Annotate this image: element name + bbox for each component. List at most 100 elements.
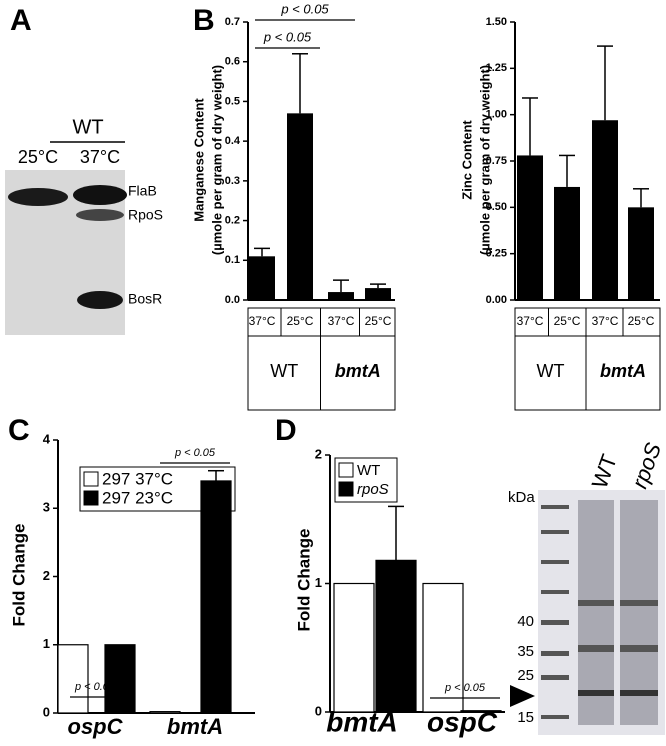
marker-band <box>541 651 569 656</box>
category-table <box>514 307 661 411</box>
sample-band <box>620 600 658 606</box>
significance-label: p < 0.05 <box>74 681 116 693</box>
x-tick-label: 37°C <box>328 314 355 328</box>
sample-band <box>578 645 614 652</box>
bar <box>104 644 136 714</box>
marker-band <box>541 620 569 625</box>
x-tick-label: bmtA <box>326 706 398 737</box>
marker-label: 40 <box>517 613 534 630</box>
significance-label: p < 0.05 <box>280 1 329 16</box>
bar <box>554 186 580 300</box>
significance-label: p < 0.05 <box>444 682 486 694</box>
sample-band <box>620 690 658 696</box>
group-label: WT <box>537 361 565 381</box>
band-label: FlaB <box>128 183 157 199</box>
x-tick-label: 25°C <box>628 314 655 328</box>
y-axis-label: Fold Change <box>9 524 28 627</box>
y-tick-label: 0.0 <box>225 294 240 306</box>
gel-lane-label: WT <box>587 451 622 492</box>
panel-label: C <box>8 414 30 447</box>
legend-label: 297 37°C <box>102 469 173 488</box>
bar <box>628 207 654 300</box>
marker-band <box>541 590 569 594</box>
bar <box>287 113 313 300</box>
y-tick-label: 1 <box>315 575 322 590</box>
y-tick-label: 1.00 <box>486 109 507 121</box>
band <box>77 291 123 309</box>
y-tick-label: 0.3 <box>225 175 240 187</box>
bar <box>200 480 232 714</box>
group-label: WT <box>270 361 298 381</box>
x-tick-label: bmtA <box>167 714 223 739</box>
y-tick-label: 1.25 <box>486 62 507 74</box>
lane <box>620 500 658 725</box>
gel-unit: kDa <box>508 489 535 506</box>
y-tick-label: 2 <box>43 568 50 583</box>
y-tick-label: 0 <box>315 703 322 718</box>
y-tick-label: 0.1 <box>225 254 240 266</box>
sample-band <box>578 600 614 606</box>
y-tick-label: 0.2 <box>225 214 240 226</box>
y-tick-label: 0.4 <box>225 135 241 147</box>
bar <box>517 155 543 300</box>
group-label: bmtA <box>335 361 381 381</box>
bar <box>422 582 464 713</box>
significance-label: p < 0.05 <box>263 29 312 44</box>
category-table <box>247 307 396 411</box>
legend-swatch <box>83 490 99 506</box>
sample-band <box>620 645 658 652</box>
legend-swatch <box>338 462 354 478</box>
legend-label: 297 23°C <box>102 488 173 507</box>
band-label: BosR <box>128 291 162 307</box>
arrowhead <box>510 685 535 707</box>
lane-label: 25°C <box>18 147 58 167</box>
x-tick-label: 37°C <box>517 314 544 328</box>
marker-label: 15 <box>517 709 534 726</box>
x-tick-label: 37°C <box>592 314 619 328</box>
band <box>8 188 68 206</box>
panel-label: A <box>10 4 32 37</box>
y-tick-label: 1 <box>43 636 50 651</box>
bar <box>149 711 181 714</box>
x-tick-label: 25°C <box>554 314 581 328</box>
x-tick-label: 37°C <box>249 314 276 328</box>
blot-group: WT <box>72 116 103 138</box>
marker-band <box>541 715 569 719</box>
legend-swatch <box>338 481 354 497</box>
y-tick-label: 2 <box>315 446 322 461</box>
x-tick-label: 25°C <box>365 314 392 328</box>
marker-band <box>541 505 569 509</box>
y-tick-label: 3 <box>43 500 50 515</box>
y-tick-label: 0.25 <box>486 248 507 260</box>
gel-bands <box>541 500 658 725</box>
gel-lane-label: rpoS <box>627 439 666 492</box>
y-tick-label: 0.75 <box>486 155 507 167</box>
x-tick-label: ospC <box>68 714 124 739</box>
marker-label: 35 <box>517 643 534 660</box>
y-tick-label: 4 <box>43 431 51 446</box>
marker-band <box>541 675 569 680</box>
sample-band <box>578 690 614 696</box>
bar <box>333 582 375 713</box>
legend-label: WT <box>357 462 380 479</box>
panel-label: B <box>193 4 215 37</box>
marker-label: 25 <box>517 667 534 684</box>
band <box>76 209 124 221</box>
y-axis-label: Manganese Content <box>191 98 206 222</box>
y-axis-label: Zinc Content <box>459 120 474 200</box>
marker-band <box>541 560 569 564</box>
bar <box>328 292 354 300</box>
y-axis-label: Fold Change <box>294 529 313 632</box>
panel-label: D <box>275 414 297 447</box>
y-tick-label: 0.00 <box>486 294 507 306</box>
marker-band <box>541 530 569 534</box>
legend-swatch <box>83 471 99 487</box>
y-tick-label: 0.50 <box>486 201 507 213</box>
y-tick-label: 0.6 <box>225 56 240 68</box>
bar <box>592 120 618 300</box>
lane <box>578 500 614 725</box>
band-label: RpoS <box>128 207 163 223</box>
y-tick-label: 1.50 <box>486 16 507 28</box>
bar <box>375 559 417 713</box>
